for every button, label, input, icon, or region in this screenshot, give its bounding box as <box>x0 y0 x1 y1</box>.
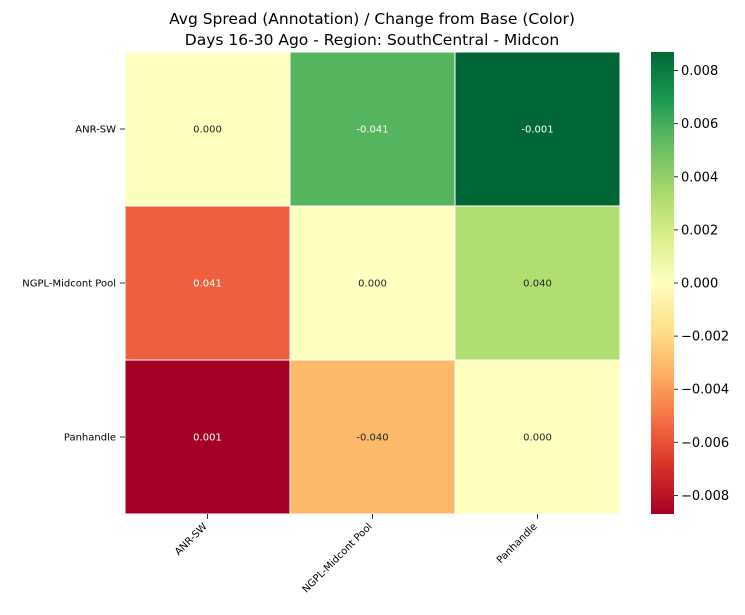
colorbar: 0.008 0.006 0.004 0.002 0.000 −0.002 −0.004 −0.… <box>651 52 729 514</box>
heatmap-cell <box>454 205 621 361</box>
cell-annotation: -0.041 <box>356 125 388 136</box>
cell-annotation: 0.000 <box>358 279 387 290</box>
colorbar-tick-label: 0.004 <box>681 170 718 185</box>
y-tick-label: ANR-SW <box>75 125 116 136</box>
cell-annotation: 0.001 <box>193 433 222 444</box>
y-tick-label: NGPL-Midcont Pool <box>22 279 116 290</box>
cell-annotation: -0.001 <box>521 125 553 136</box>
heatmap-cell <box>124 205 291 361</box>
heatmap-cell <box>124 51 291 207</box>
cell-annotation: -0.040 <box>356 433 388 444</box>
heatmap-cell <box>289 359 456 515</box>
heatmap-cell <box>289 205 456 361</box>
colorbar-tick-label: −0.004 <box>681 383 729 398</box>
heatmap-cell <box>454 51 621 207</box>
colorbar-tick-label: 0.002 <box>681 223 718 238</box>
heatmap-cells: 0.000 -0.041 -0.001 0.041 0.000 0.040 0.001 -0.… <box>124 51 621 515</box>
y-tick-label: Panhandle <box>64 433 116 444</box>
x-axis: ANR-SW NGPL-Midcont Pool Panhandle <box>173 514 540 595</box>
colorbar-tick-label: 0.008 <box>681 64 718 79</box>
cell-annotation: 0.000 <box>193 125 222 136</box>
cell-annotation: 0.040 <box>523 279 552 290</box>
x-tick-label: NGPL-Midcont Pool <box>301 521 375 595</box>
colorbar-tick-label: 0.000 <box>681 277 718 292</box>
cell-annotation: 0.000 <box>523 433 552 444</box>
x-tick-label: ANR-SW <box>173 521 210 558</box>
cell-annotation: 0.041 <box>193 279 222 290</box>
chart-title-line-2: Days 16-30 Ago - Region: SouthCentral - … <box>185 31 559 49</box>
colorbar-tick-label: −0.002 <box>681 330 729 345</box>
colorbar-tick-label: −0.008 <box>681 489 729 504</box>
heatmap-cell <box>124 359 291 515</box>
colorbar-tick-label: −0.006 <box>681 436 729 451</box>
y-axis: ANR-SW NGPL-Midcont Pool Panhandle <box>22 125 125 444</box>
colorbar-gradient <box>651 52 674 514</box>
x-tick-label: Panhandle <box>495 521 540 566</box>
chart-title-line-1: Avg Spread (Annotation) / Change from Ba… <box>169 10 575 28</box>
colorbar-tick-label: 0.006 <box>681 117 718 132</box>
heatmap-cell <box>289 51 456 207</box>
